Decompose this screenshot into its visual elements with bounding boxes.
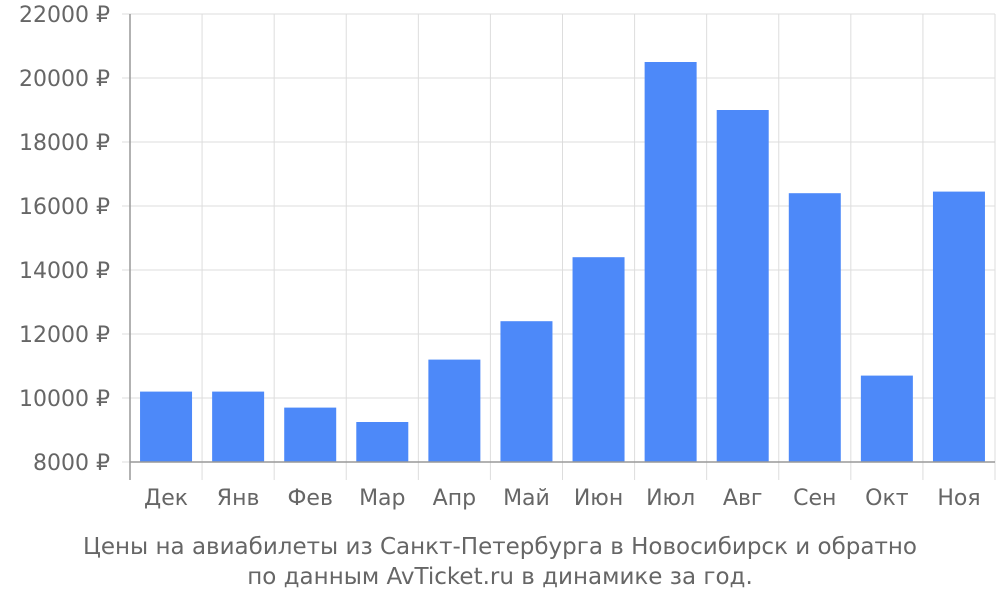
bar [140,391,193,462]
bar [716,110,769,462]
x-tick-label: Ноя [937,486,980,511]
bar [500,321,553,462]
bar [572,257,625,462]
bar [284,407,337,462]
bar [860,375,913,462]
y-tick-label: 16000 ₽ [19,195,110,220]
bar [788,193,841,462]
bar-chart: 8000 ₽ 10000 ₽ 12000 ₽ 14000 ₽ 16000 ₽ 18000 … [19,3,996,511]
bar [428,359,481,462]
y-tick-label: 22000 ₽ [19,3,110,28]
y-tick-label: 20000 ₽ [19,67,110,92]
x-tick-label: Июн [574,486,623,511]
bar [644,62,697,462]
y-tick-label: 10000 ₽ [19,387,110,412]
bar [356,422,409,462]
x-tick-label: Мар [359,486,405,511]
y-tick-label: 18000 ₽ [19,131,110,156]
x-tick-label: Апр [433,486,476,511]
x-tick-label: Фев [287,486,332,511]
x-tick-label: Янв [217,486,260,511]
bar [212,391,265,462]
chart-caption-line-1: Цены на авиабилеты из Санкт-Петербурга в… [83,534,917,560]
x-tick-label: Дек [144,486,188,511]
x-tick-label: Май [503,486,550,511]
y-tick-label: 8000 ₽ [33,451,110,476]
x-tick-label: Окт [865,486,909,511]
y-tick-label: 12000 ₽ [19,323,110,348]
bar [932,191,985,462]
x-tick-label: Авг [723,486,763,511]
x-tick-label: Сен [793,486,836,511]
chart-caption-line-2: по данным AvTicket.ru в динамике за год. [247,564,753,590]
x-tick-label: Июл [646,486,695,511]
y-tick-label: 14000 ₽ [19,259,110,284]
